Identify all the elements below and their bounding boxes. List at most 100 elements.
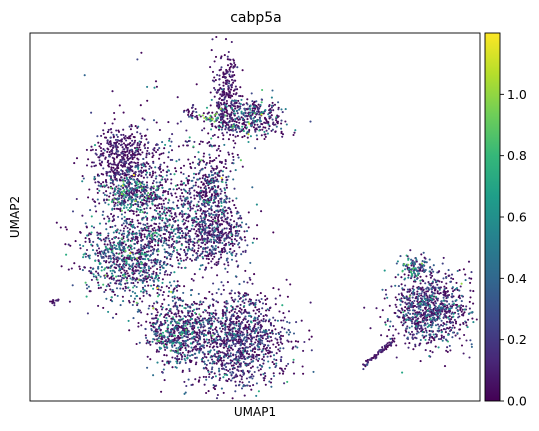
scatter-point [253, 351, 256, 354]
scatter-point [254, 323, 257, 326]
scatter-point [243, 342, 246, 345]
scatter-point [281, 369, 284, 372]
scatter-point [74, 240, 77, 243]
scatter-point [218, 74, 221, 77]
scatter-point [112, 133, 115, 136]
scatter-point [112, 183, 115, 186]
scatter-point [195, 83, 198, 86]
scatter-point [416, 290, 419, 293]
scatter-point [287, 362, 290, 365]
scatter-point [144, 229, 147, 232]
scatter-point [103, 198, 106, 201]
scatter-point [279, 358, 282, 361]
scatter-point [188, 369, 191, 373]
scatter-point [209, 198, 213, 202]
scatter-point [193, 155, 197, 158]
scatter-point [133, 238, 137, 241]
scatter-point [149, 358, 152, 361]
scatter-point [223, 206, 227, 209]
scatter-point [222, 138, 225, 141]
scatter-point [117, 163, 120, 166]
scatter-point [221, 231, 224, 234]
scatter-point [223, 368, 226, 371]
scatter-point [187, 110, 190, 113]
scatter-point [193, 325, 196, 328]
scatter-point [243, 358, 246, 361]
scatter-point [282, 347, 285, 350]
scatter-point [256, 224, 259, 227]
scatter-point [263, 116, 267, 119]
scatter-point [255, 299, 258, 302]
scatter-point [269, 355, 272, 358]
scatter-point [252, 319, 255, 322]
scatter-point [195, 205, 198, 208]
scatter-point [189, 209, 192, 212]
scatter-point [170, 312, 173, 315]
scatter-point [160, 203, 163, 206]
scatter-point [140, 174, 143, 177]
scatter-point [262, 376, 265, 380]
scatter-point [188, 139, 191, 142]
scatter-point [187, 312, 190, 315]
scatter-point [179, 228, 182, 231]
scatter-point [215, 341, 218, 344]
scatter-point [207, 306, 211, 309]
scatter-point [97, 156, 100, 159]
scatter-point [310, 349, 313, 352]
scatter-point [429, 341, 433, 344]
scatter-point [238, 357, 241, 360]
scatter-point [246, 118, 249, 121]
scatter-point [226, 336, 229, 339]
scatter-point [143, 235, 146, 238]
scatter-point [310, 335, 313, 338]
scatter-point [234, 206, 237, 210]
scatter-point [208, 345, 211, 348]
scatter-point [196, 331, 199, 334]
scatter-point [415, 337, 418, 340]
scatter-point [170, 271, 173, 274]
scatter-point [201, 194, 205, 197]
scatter-point [168, 210, 171, 213]
scatter-point [224, 162, 227, 166]
scatter-point [218, 236, 221, 240]
scatter-point [202, 311, 205, 314]
scatter-point [154, 223, 158, 226]
scatter-point [409, 249, 412, 252]
scatter-point [283, 382, 286, 385]
scatter-point [102, 154, 105, 157]
scatter-point [445, 300, 448, 303]
scatter-point [95, 210, 98, 213]
scatter-point [432, 302, 435, 305]
scatter-point [253, 370, 256, 374]
scatter-point [144, 169, 147, 172]
scatter-point [436, 271, 439, 274]
scatter-point [173, 220, 176, 223]
scatter-point [384, 347, 387, 350]
scatter-point [210, 165, 213, 168]
scatter-point [99, 154, 102, 157]
scatter-point [446, 346, 449, 349]
scatter-point [244, 318, 247, 321]
scatter-point [232, 158, 235, 161]
scatter-point [167, 190, 170, 193]
scatter-point [180, 180, 183, 183]
scatter-point [202, 301, 205, 304]
scatter-point [222, 346, 225, 349]
scatter-point [419, 282, 422, 285]
scatter-point [230, 364, 233, 367]
scatter-point [406, 325, 409, 328]
scatter-point [137, 325, 140, 328]
scatter-point [253, 123, 256, 126]
scatter-point [170, 212, 173, 215]
scatter-point [148, 304, 151, 307]
scatter-point [170, 192, 173, 195]
scatter-point [173, 297, 176, 300]
scatter-point [127, 299, 131, 302]
scatter-point [115, 148, 118, 151]
scatter-point [53, 301, 56, 305]
scatter-point [295, 321, 298, 324]
scatter-point [90, 165, 93, 168]
scatter-point [165, 354, 168, 357]
scatter-point [159, 234, 162, 237]
scatter-point [230, 63, 233, 66]
